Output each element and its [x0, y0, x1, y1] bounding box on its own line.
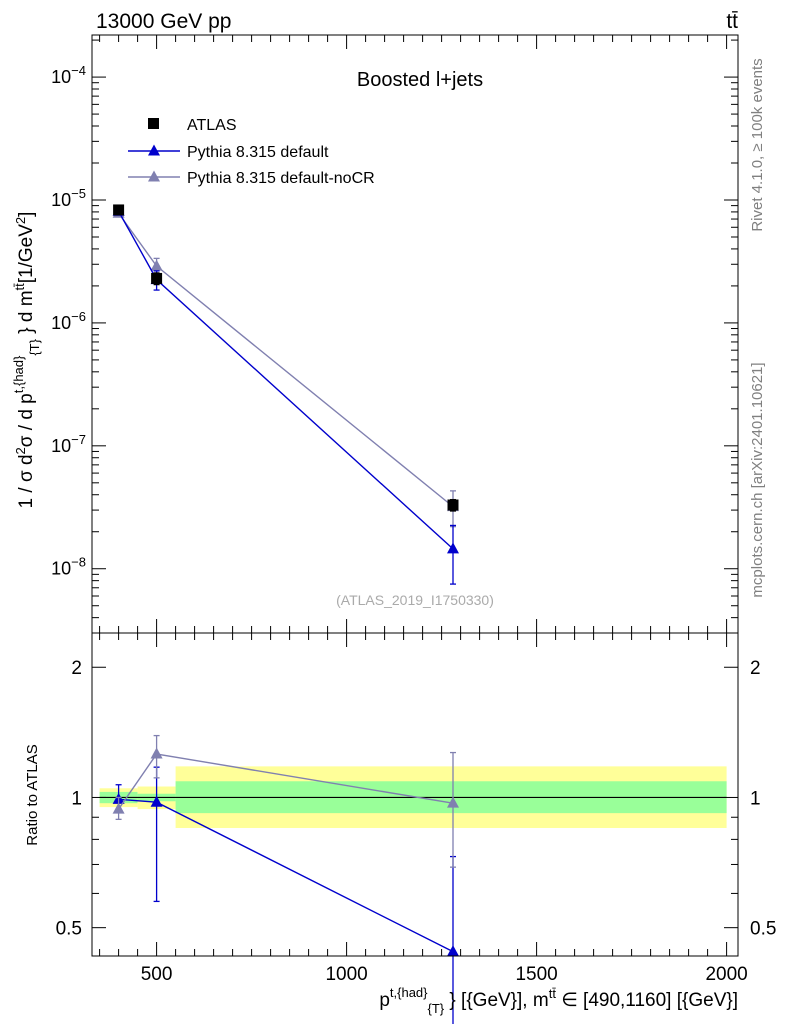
main-nocr-line [118, 212, 454, 508]
ratio-ytick-label-left-2: 2 [71, 658, 82, 679]
mcplots-label: mcplots.cern.ch [arXiv:2401.10621] [749, 362, 766, 597]
legend-marker-atlas [148, 118, 159, 129]
ratio-nocr-point-2 [447, 796, 459, 808]
legend: ATLAS Pythia 8.315 default Pythia 8.315 … [128, 117, 375, 187]
x-tick-label-3: 2000 [705, 964, 747, 985]
ratio-frame [91, 632, 739, 957]
ratio-ytick-label-left-1: 1 [71, 788, 82, 809]
ratio-ytick-label-right-2: 2 [750, 658, 761, 679]
main-atlas-point-1 [151, 272, 163, 284]
rivet-label: Rivet 4.1.0, ≥ 100k events [749, 58, 766, 231]
legend-label-default: Pythia 8.315 default [187, 144, 329, 161]
main-axes: 10−8 10−7 10−6 10−5 10−4 [51, 35, 738, 634]
x-tick-label-1: 1000 [325, 964, 367, 985]
ratio-ylabel: Ratio to ATLAS [24, 744, 41, 845]
main-ytick-label-1: 10−7 [51, 432, 86, 456]
x-axis-label: pt,{had}{T} } [{GeV}], mtt̄ ∈ [490,1160]… [379, 985, 738, 1016]
ratio-ytick-label-left-0: 0.5 [56, 919, 82, 940]
main-watermark: (ATLAS_2019_I1750330) [336, 592, 494, 608]
ratio-nocr-point-1 [150, 747, 163, 759]
ratio-nocr-point-0 [112, 802, 125, 814]
ratio-axes: 0.5 0.5 1 1 2 2 500 1000 1500 2000 [56, 633, 776, 985]
ratio-series [112, 734, 459, 1024]
x-tick-label-2: 1500 [515, 964, 557, 985]
main-default-point-2 [447, 542, 459, 554]
main-ytick-label-3: 10−5 [51, 186, 86, 210]
main-nocr-point-1 [150, 259, 163, 271]
header-left-label: 13000 GeV pp [96, 10, 231, 33]
main-atlas-point-2 [447, 499, 459, 511]
ratio-ytick-label-right-1: 1 [750, 788, 761, 809]
x-tick-label-0: 500 [141, 964, 173, 985]
main-ytick-label-0: 10−8 [51, 555, 86, 579]
legend-label-nocr: Pythia 8.315 default-noCR [187, 170, 375, 187]
ratio-default-point-2 [447, 945, 459, 957]
header-right-label: tt̄ [726, 10, 738, 33]
legend-marker-default [148, 144, 160, 156]
legend-marker-nocr [148, 170, 160, 182]
ratio-panel: 0.5 0.5 1 1 2 2 500 1000 1500 2000 Ratio to ATLAS [24, 632, 776, 1024]
main-ylabel: 1 / σ d2σ / d pt,{had}{T} } d mtt̄[1/GeV… [11, 212, 42, 509]
ratio-default-point-1 [150, 795, 163, 807]
ratio-ytick-label-right-0: 0.5 [750, 919, 776, 940]
main-title: Boosted l+jets [357, 69, 483, 91]
main-ytick-label-2: 10−6 [51, 309, 86, 333]
main-series [112, 204, 459, 585]
ratio-bands [99, 766, 727, 828]
main-ytick-label-4: 10−4 [51, 63, 86, 87]
main-panel: 10−8 10−7 10−6 10−5 10−4 Boosted l+jets (ATL… [11, 34, 739, 634]
main-default-line [117, 210, 454, 550]
main-atlas-point-0 [113, 204, 125, 216]
legend-label-atlas: ATLAS [187, 117, 237, 134]
